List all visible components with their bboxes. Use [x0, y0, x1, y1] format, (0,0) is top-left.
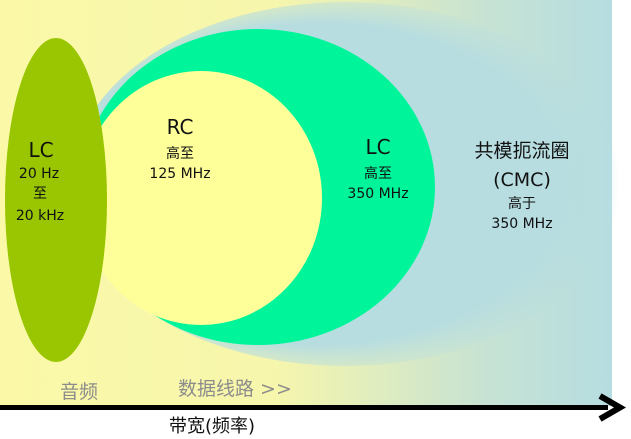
- zone-audio-label: 音频: [60, 381, 98, 403]
- data-lc-line2: 350 MHz: [347, 186, 408, 202]
- audio-lc-region: [5, 38, 107, 362]
- audio-lc-title: LC: [28, 138, 53, 162]
- data-lc-title: LC: [365, 135, 390, 159]
- cmc-title: 共模扼流圈: [474, 140, 569, 162]
- zone-data-lines-label: 数据线路 >>: [178, 378, 292, 400]
- audio-lc-line1: 20 Hz: [19, 166, 59, 182]
- rc-line2: 125 MHz: [149, 166, 210, 182]
- rc-title: RC: [167, 115, 194, 139]
- axis-label: 带宽(频率): [169, 416, 255, 437]
- data-lc-line1: 高至: [364, 165, 392, 182]
- cmc-subtitle: (CMC): [493, 169, 551, 191]
- audio-lc-line3: 20 kHz: [16, 208, 64, 224]
- rc-line1: 高至: [166, 145, 194, 162]
- cmc-line1: 高于: [508, 195, 536, 212]
- audio-lc-line2: 至: [33, 186, 47, 202]
- cmc-line2: 350 MHz: [491, 216, 552, 232]
- rc-region: [80, 71, 322, 325]
- bandwidth-axis-arrow: [0, 393, 627, 422]
